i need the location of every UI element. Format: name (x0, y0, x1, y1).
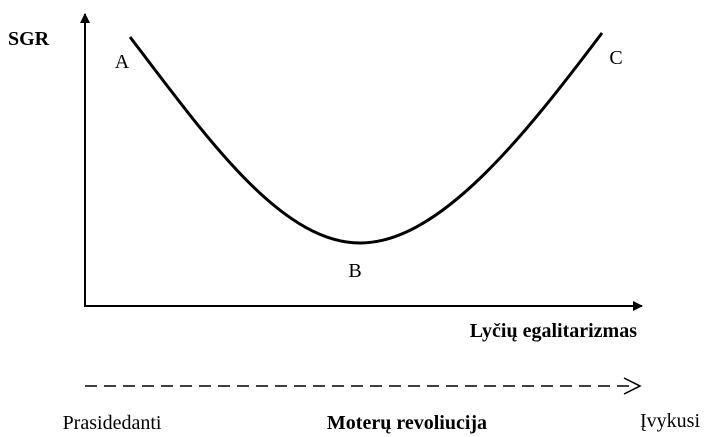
point-label: A (115, 51, 130, 73)
curve (128, 32, 604, 245)
point-label: C (609, 47, 622, 69)
scale-title: Moterų revoliucija (327, 412, 487, 434)
x-axis-label: Lyčių egalitarizmas (470, 320, 637, 342)
scale-start: Prasidedanti (63, 412, 162, 434)
scale-end: Įvykusi (640, 410, 700, 432)
scale-arrow-head (623, 377, 642, 395)
point-label: B (348, 260, 361, 282)
y-axis-label: SGR (8, 28, 50, 50)
